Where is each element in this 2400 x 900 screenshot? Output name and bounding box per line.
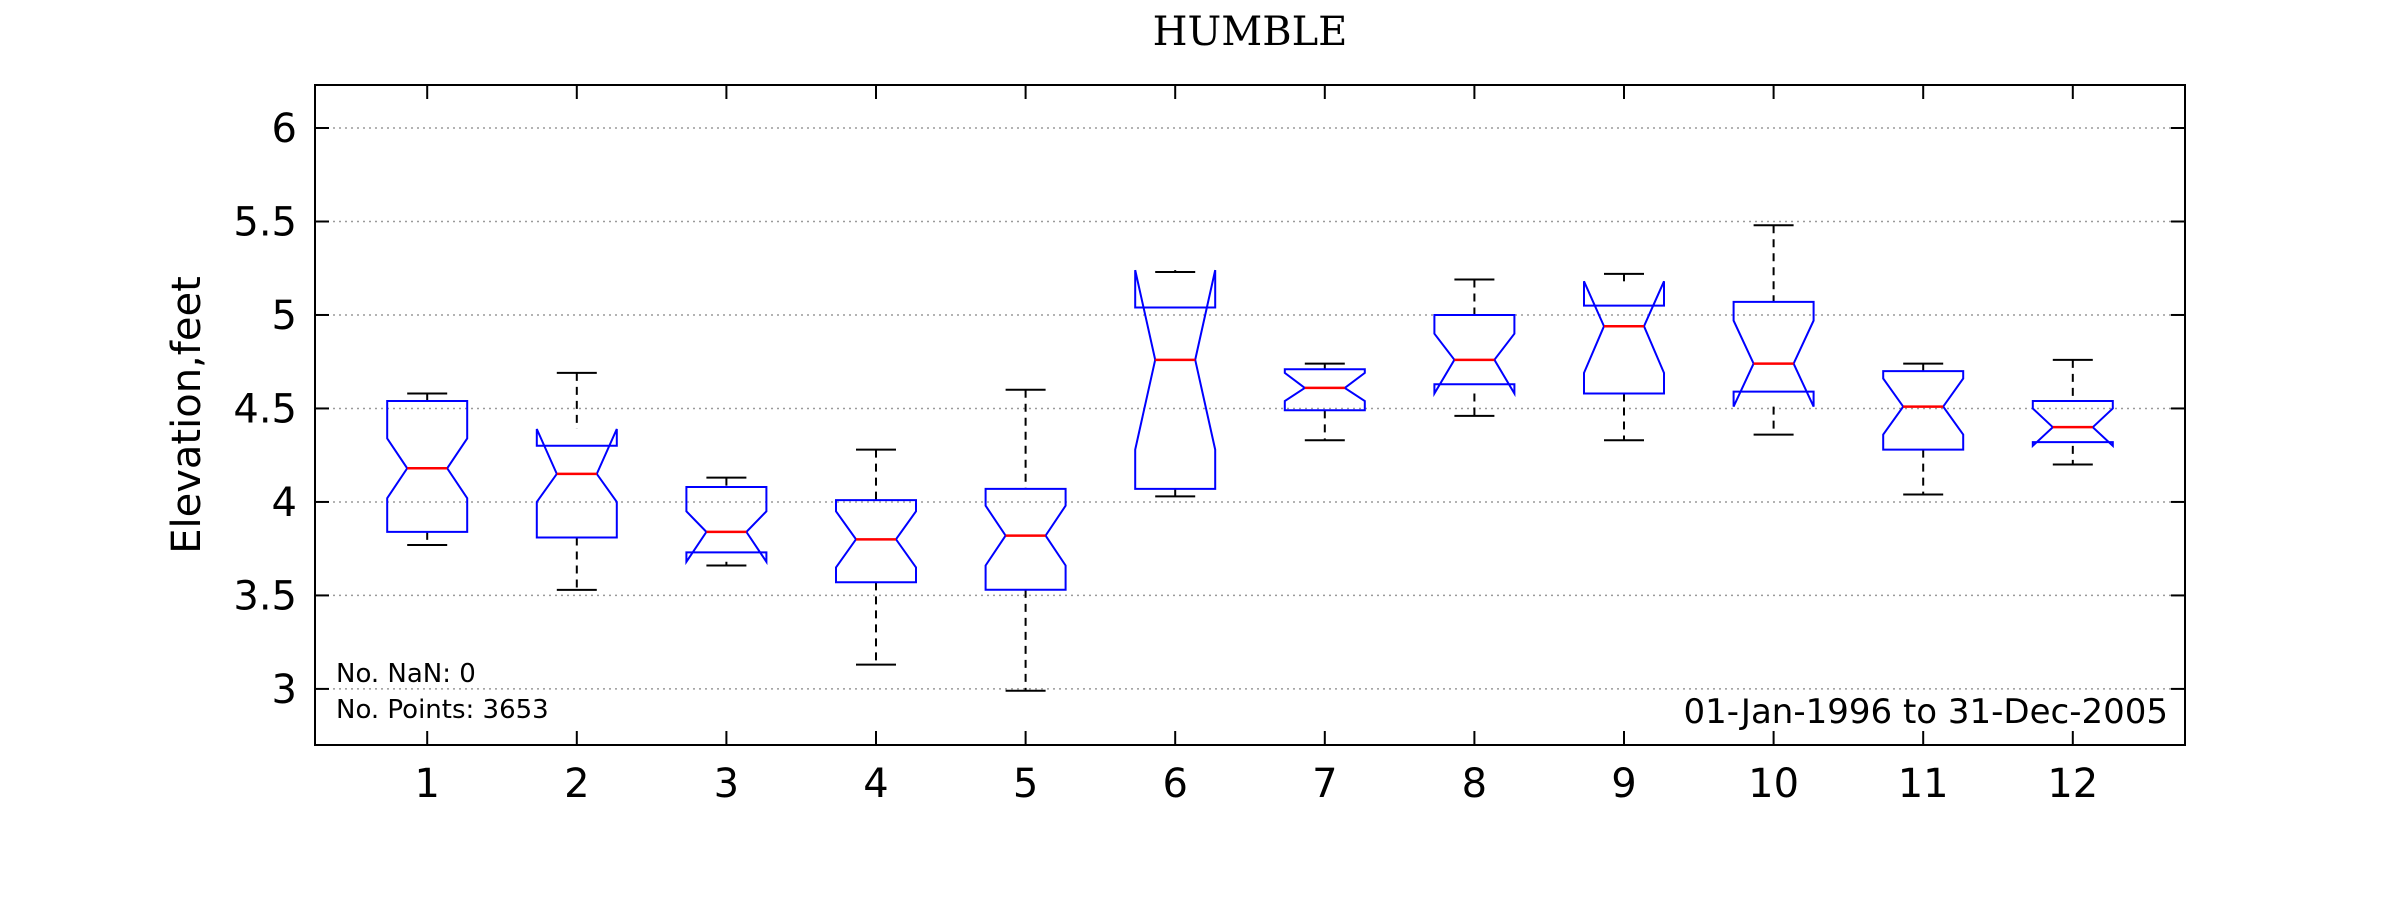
notched-box — [2031, 400, 2114, 449]
x-tick-label: 10 — [1748, 761, 1799, 807]
x-tick-label: 4 — [863, 761, 888, 807]
points-count-annotation: No. Points: 3653 — [336, 695, 549, 725]
notched-box — [386, 400, 469, 533]
box-month-7 — [1283, 362, 1366, 442]
x-tick-label: 2 — [564, 761, 589, 807]
grid-lines — [315, 127, 2185, 690]
y-tick-label: 6 — [272, 106, 297, 152]
chart-title: HUMBLE — [1153, 9, 1348, 55]
box-month-8 — [1433, 278, 1516, 417]
box-month-11 — [1882, 362, 1965, 496]
box-month-2 — [535, 371, 618, 591]
notched-box — [1583, 280, 1665, 395]
x-tick-label: 11 — [1898, 761, 1949, 807]
axes-frame — [314, 84, 2186, 746]
notched-box — [1732, 300, 1815, 408]
y-tick-label: 5 — [272, 293, 297, 339]
x-tick-label: 12 — [2047, 761, 2098, 807]
x-tick-label: 5 — [1013, 761, 1038, 807]
box-month-5 — [984, 388, 1067, 692]
box-month-4 — [835, 448, 917, 666]
notched-box — [1882, 370, 1965, 451]
x-tick-label: 1 — [414, 761, 439, 807]
box-month-1 — [386, 392, 469, 546]
y-tick-label: 3 — [272, 667, 297, 713]
box-month-10 — [1732, 224, 1815, 436]
y-tick-label: 4.5 — [233, 386, 297, 432]
notched-box — [835, 499, 917, 584]
notched-box — [685, 486, 768, 566]
notched-box — [535, 428, 618, 539]
x-tick-label: 7 — [1312, 761, 1337, 807]
y-tick-label: 4 — [272, 480, 297, 526]
y-tick-label: 3.5 — [233, 573, 297, 619]
plot-area — [386, 224, 2114, 692]
box-month-9 — [1583, 272, 1665, 442]
y-axis-label: Elevation,feet — [164, 276, 210, 554]
box-month-12 — [2031, 358, 2114, 466]
x-tick-label: 6 — [1162, 761, 1187, 807]
box-month-6 — [1134, 269, 1217, 498]
date-range-annotation: 01-Jan-1996 to 31-Dec-2005 — [1684, 692, 2169, 732]
notched-box — [1283, 368, 1366, 412]
axis-ticks: 33.544.555.561 2 3 4 5 6 7 8 9 10 11 12 — [233, 85, 2185, 807]
notched-box — [1433, 314, 1516, 398]
notched-box — [1134, 269, 1217, 490]
x-tick-label: 3 — [714, 761, 739, 807]
y-tick-label: 5.5 — [233, 199, 297, 245]
box-month-3 — [685, 476, 768, 567]
x-tick-label: 9 — [1611, 761, 1636, 807]
nan-count-annotation: No. NaN: 0 — [336, 659, 476, 689]
notched-box — [984, 487, 1067, 591]
x-tick-label: 8 — [1462, 761, 1487, 807]
